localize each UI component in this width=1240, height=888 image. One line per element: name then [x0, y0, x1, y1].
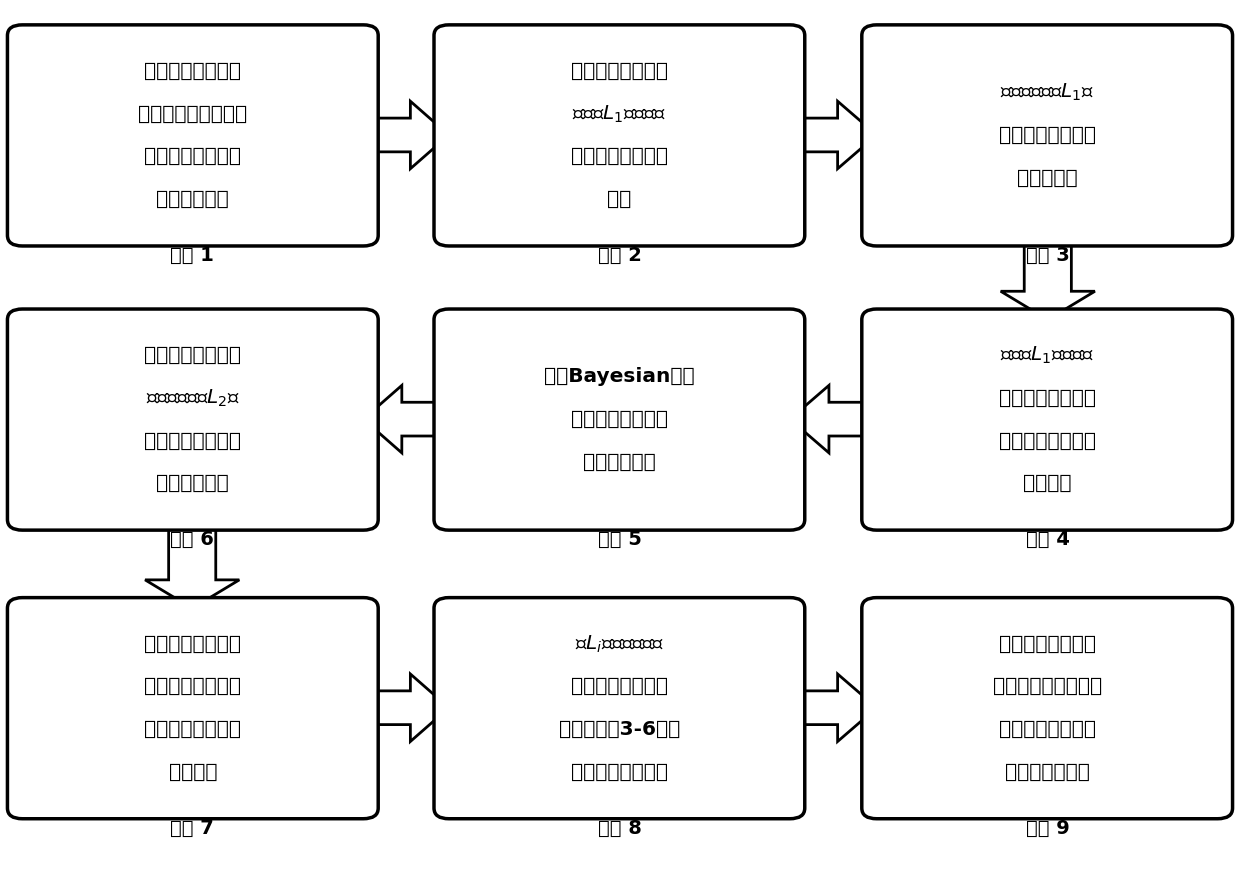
FancyBboxPatch shape [434, 598, 805, 819]
Text: 步骤 7: 步骤 7 [170, 819, 215, 838]
FancyBboxPatch shape [862, 309, 1233, 530]
Text: 由后验分布随机模: 由后验分布随机模 [144, 346, 242, 365]
Text: 步骤 4: 步骤 4 [1025, 530, 1070, 550]
Text: 数的后验分布: 数的后验分布 [583, 453, 656, 472]
Polygon shape [363, 385, 449, 453]
Text: 步骤 8: 步骤 8 [598, 819, 642, 838]
Polygon shape [1001, 235, 1095, 320]
Text: 布作为下次更新的: 布作为下次更新的 [144, 720, 242, 739]
Text: 机变量的概率分布，: 机变量的概率分布， [138, 105, 248, 123]
Text: 定氯离子扩散系数: 定氯离子扩散系数 [998, 432, 1096, 450]
Text: 子扩散系数后验分: 子扩散系数后验分 [144, 678, 242, 696]
Text: 得到该位置钢筋初: 得到该位置钢筋初 [998, 720, 1096, 739]
Text: 数的先验分布: 数的先验分布 [156, 190, 229, 209]
Text: 步骤 5: 步骤 5 [598, 530, 642, 550]
FancyBboxPatch shape [434, 309, 805, 530]
Text: 确定各影响因素随: 确定各影响因素随 [144, 62, 242, 81]
Text: 步骤 2: 步骤 2 [598, 246, 642, 266]
Polygon shape [790, 385, 877, 453]
Text: 以实测$L_1$位置初锈: 以实测$L_1$位置初锈 [1001, 345, 1094, 366]
Text: 步骤 1: 步骤 1 [170, 246, 215, 266]
Polygon shape [790, 101, 877, 169]
Text: 实际监测得到$L_1$位: 实际监测得到$L_1$位 [1001, 83, 1094, 103]
Text: 一步更新结果: 一步更新结果 [156, 474, 229, 493]
Text: 由$L_i$位置实测钢筋: 由$L_i$位置实测钢筋 [575, 634, 663, 654]
Text: 步骤 6: 步骤 6 [170, 530, 215, 550]
FancyBboxPatch shape [434, 25, 805, 246]
Polygon shape [145, 519, 239, 608]
Text: 锈时间概率分布: 锈时间概率分布 [1004, 763, 1090, 781]
Text: 采用Bayesian理论: 采用Bayesian理论 [544, 368, 694, 386]
Text: 随机模拟真实钢筋: 随机模拟真实钢筋 [570, 62, 668, 81]
Text: 位置及$L_1$位置处初: 位置及$L_1$位置处初 [573, 104, 666, 124]
Text: 置处钢筋初锈时间: 置处钢筋初锈时间 [998, 126, 1096, 145]
Polygon shape [790, 674, 877, 741]
FancyBboxPatch shape [862, 598, 1233, 819]
Text: 此重复步骤3-6不断: 此重复步骤3-6不断 [559, 720, 680, 739]
Polygon shape [363, 101, 449, 169]
Text: 实测初锈时间样本，: 实测初锈时间样本， [992, 678, 1102, 696]
Text: 包括氯离子扩散系: 包括氯离子扩散系 [144, 147, 242, 166]
Text: 的一组样本: 的一组样本 [1017, 169, 1078, 187]
FancyBboxPatch shape [7, 25, 378, 246]
Text: 分布: 分布 [608, 190, 631, 209]
Text: 以前次得到的氯离: 以前次得到的氯离 [144, 635, 242, 654]
Text: 估计氯离子扩散系: 估计氯离子扩散系 [570, 410, 668, 429]
Text: 初锈时间样本，依: 初锈时间样本，依 [570, 678, 668, 696]
Text: 时间样本为基础确: 时间样本为基础确 [998, 389, 1096, 408]
Text: 拟钢筋位置和$L_2$处: 拟钢筋位置和$L_2$处 [146, 388, 239, 408]
FancyBboxPatch shape [7, 598, 378, 819]
FancyBboxPatch shape [862, 25, 1233, 246]
Polygon shape [363, 674, 449, 741]
Text: 步骤 3: 步骤 3 [1025, 246, 1070, 266]
Text: 步骤 9: 步骤 9 [1025, 819, 1070, 838]
Text: 更新至钢筋深度处: 更新至钢筋深度处 [998, 635, 1096, 654]
Text: 先验分布: 先验分布 [169, 763, 217, 781]
Text: 似然分布: 似然分布 [1023, 474, 1071, 493]
Text: 始锈蚀时间的概率: 始锈蚀时间的概率 [570, 147, 668, 166]
FancyBboxPatch shape [7, 309, 378, 530]
Text: 更新钢筋初锈时间: 更新钢筋初锈时间 [570, 763, 668, 781]
Text: 初始锈蚀时间作为: 初始锈蚀时间作为 [144, 432, 242, 450]
